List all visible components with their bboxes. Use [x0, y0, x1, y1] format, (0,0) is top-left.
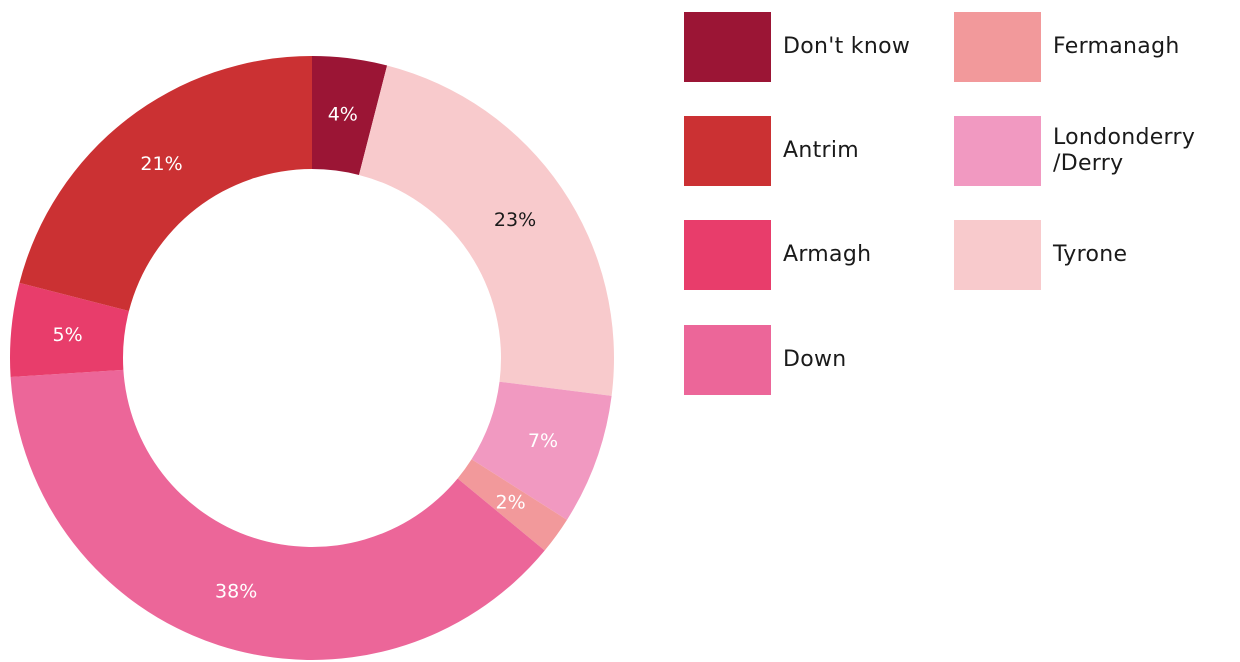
- pie-slice-3: [457, 459, 567, 551]
- legend-label: Fermanagh: [1053, 34, 1180, 60]
- slice-label-0: 4%: [328, 103, 358, 125]
- legend-swatch: [684, 325, 771, 395]
- slice-label-6: 21%: [140, 153, 182, 175]
- donut-chart: 4% 23% 7% 2% 38% 5% 21%: [9, 56, 615, 660]
- legend-label: Antrim: [783, 138, 860, 164]
- pie-slice-1: [359, 65, 615, 396]
- legend-label: Down: [783, 347, 847, 373]
- legend-item-2: Armagh: [684, 220, 871, 290]
- legend-item-3: Down: [684, 325, 847, 395]
- legend-label: Tyrone: [1053, 242, 1128, 268]
- legend-swatch: [684, 116, 771, 186]
- legend-item-0: Don't know: [684, 12, 910, 82]
- pie-slice-4: [10, 369, 545, 660]
- slice-label-2: 7%: [528, 430, 558, 452]
- pie-slice-2: [471, 381, 612, 520]
- legend-item-5: Londonderry/Derry: [954, 116, 1195, 186]
- slice-label-1: 23%: [494, 209, 536, 231]
- legend-label: Don't know: [783, 34, 911, 60]
- pie-slice-6: [19, 56, 312, 311]
- legend-item-1: Antrim: [684, 116, 859, 186]
- legend-item-4: Fermanagh: [954, 12, 1180, 82]
- legend-label: Armagh: [783, 242, 872, 268]
- pie-slice-5: [9, 282, 129, 377]
- legend-swatch: [684, 220, 771, 290]
- legend-swatch: [954, 12, 1041, 82]
- pie-slice-0: [312, 56, 388, 175]
- slice-label-3: 2%: [496, 491, 526, 513]
- legend-label: Londonderry/Derry: [1053, 125, 1196, 176]
- legend-swatch: [954, 116, 1041, 186]
- slice-label-4: 38%: [215, 580, 257, 602]
- legend-item-6: Tyrone: [954, 220, 1127, 290]
- slice-label-5: 5%: [53, 324, 83, 346]
- legend-swatch: [684, 12, 771, 82]
- legend-swatch: [954, 220, 1041, 290]
